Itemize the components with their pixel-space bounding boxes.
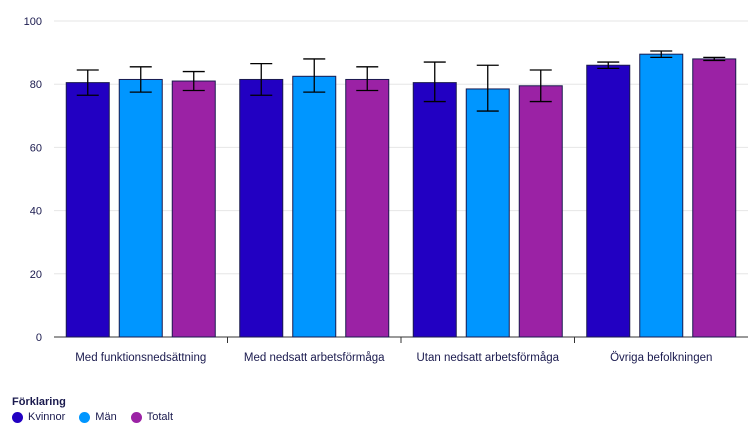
legend-item-totalt[interactable]: Totalt [130, 411, 173, 423]
y-tick-label-20: 20 [30, 269, 42, 281]
legend-title: Förklaring [12, 396, 66, 408]
legend-swatch-man [79, 411, 91, 423]
x-tick-label-3: Övriga befolkningen [610, 352, 712, 364]
bar-totalt-0 [171, 80, 216, 338]
bar-chart: 0 20 40 60 80 100 Med funktionsnedsättning Med … [24, 16, 748, 364]
bar-kvinnor-0 [65, 82, 110, 338]
bar-mn-1 [292, 75, 337, 338]
legend-swatch-kvinnor [12, 411, 23, 423]
bar-mn-2 [465, 88, 510, 338]
y-tick-label-80: 80 [30, 79, 42, 91]
bar-totalt-3 [692, 58, 737, 338]
bar-kvinnor-1 [239, 78, 284, 338]
y-tick-label-0: 0 [36, 332, 42, 344]
legend-label-kvinnor: Kvinnor [28, 411, 66, 423]
legend-item-kvinnor[interactable]: Kvinnor [12, 411, 65, 423]
x-tick-label-1: Med nedsatt arbetsförmåga [244, 352, 385, 364]
y-tick-label-60: 60 [30, 142, 42, 154]
bar-kvinnor-3 [586, 64, 631, 338]
legend-item-man[interactable]: Män [79, 411, 117, 423]
bar-mn-3 [639, 53, 684, 338]
bar-totalt-2 [518, 85, 563, 338]
x-tick-label-0: Med funktionsnedsättning [75, 352, 206, 364]
bar-kvinnor-2 [412, 82, 457, 338]
bar-totalt-1 [345, 78, 390, 338]
legend-label-man: Män [95, 411, 117, 423]
y-tick-label-40: 40 [30, 206, 42, 218]
legend-swatch-totalt [130, 411, 142, 423]
legend-items: Kvinnor Män Totalt [12, 411, 187, 423]
legend: Förklaring Kvinnor Män Totalt [12, 396, 187, 423]
y-tick-label-100: 100 [24, 16, 42, 28]
legend-label-totalt: Totalt [146, 411, 173, 423]
x-tick-label-2: Utan nedsatt arbetsförmåga [416, 352, 559, 364]
bar-mn-0 [118, 78, 163, 338]
